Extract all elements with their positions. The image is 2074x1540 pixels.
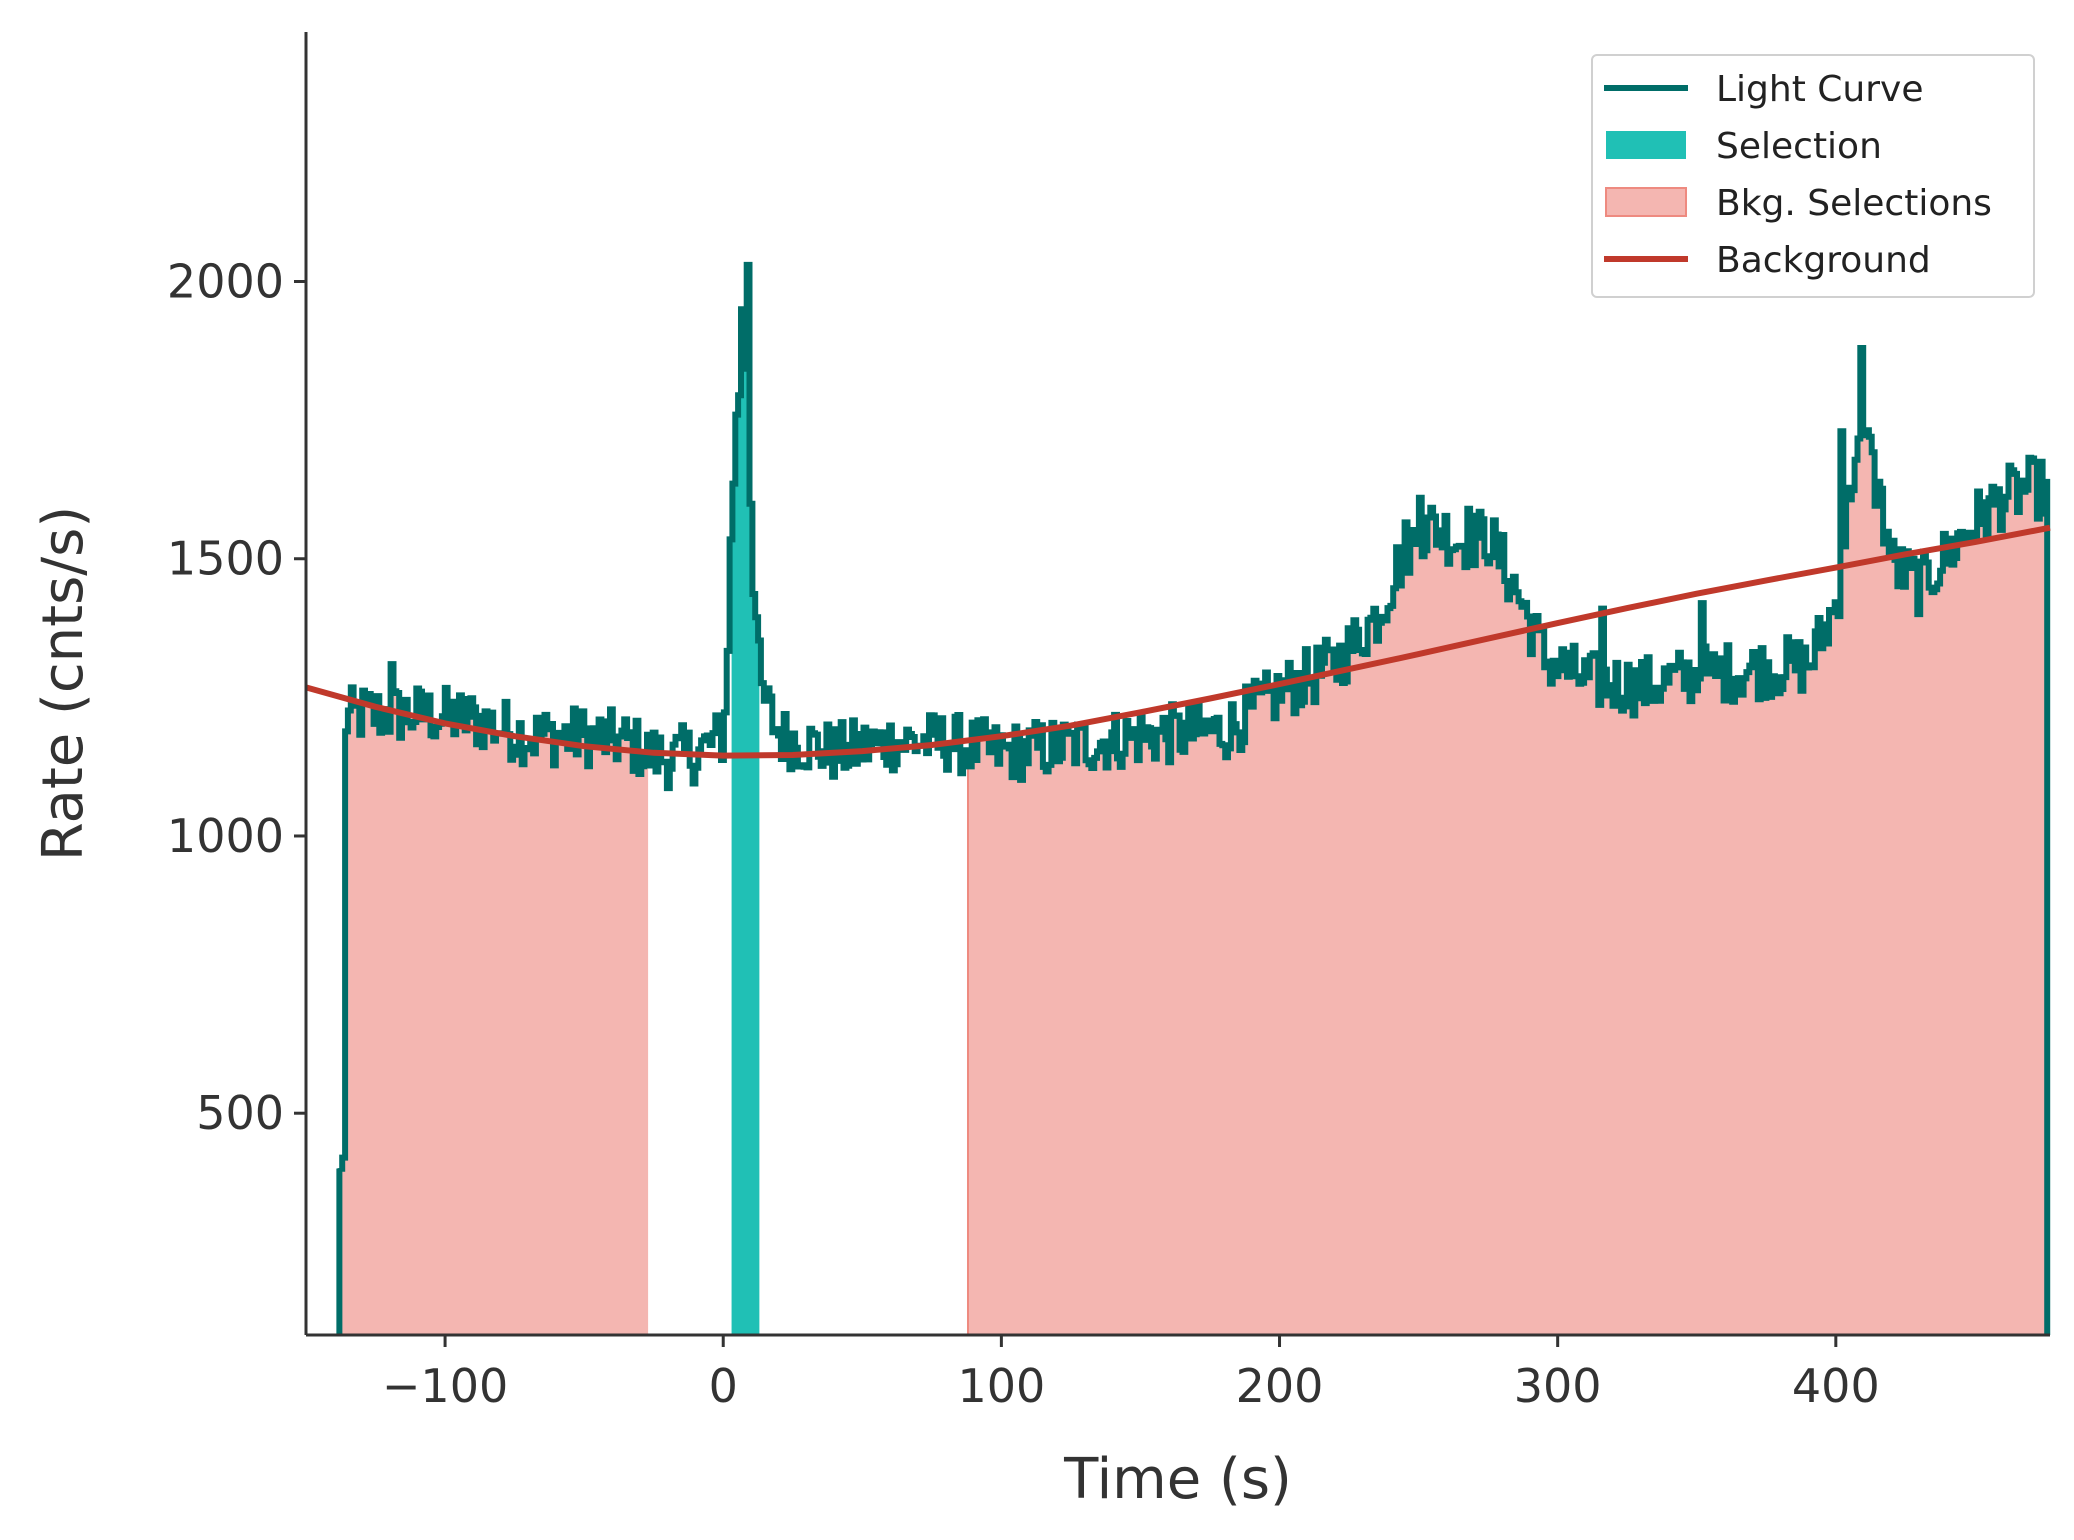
- legend-entry: Background: [1604, 240, 1931, 281]
- legend-swatch: [1606, 131, 1686, 159]
- legend-entry: Bkg. Selections: [1605, 183, 1992, 224]
- x-tick-label: 400: [1792, 1359, 1880, 1413]
- y-tick-label: 1000: [167, 809, 284, 863]
- y-ticks: 500 1000 1500 2000: [167, 255, 306, 1140]
- light-curve-layer: [336, 261, 2051, 1336]
- legend-frame: [1591, 54, 2035, 298]
- x-tick-label: −100: [382, 1359, 508, 1413]
- light-curve-line: [336, 261, 2051, 1336]
- legend-entry: Selection: [1606, 126, 1882, 167]
- selection-fills: [338, 264, 2048, 1335]
- y-tick-label: 2000: [167, 255, 284, 309]
- legend-entry: Light Curve: [1604, 69, 1924, 110]
- background-fit-layer: [305, 524, 2051, 759]
- y-tick-label: 1500: [167, 532, 284, 586]
- bkg-selection-fill-1: [339, 664, 649, 1335]
- x-tick-label: 0: [709, 1359, 738, 1413]
- x-axis-title: Time (s): [1063, 1447, 1292, 1512]
- axes: [304, 32, 2050, 1337]
- legend-label: Background: [1716, 240, 1931, 281]
- background-fit-line: [305, 524, 2051, 759]
- x-ticks: −100 0 100 200 300 400: [382, 1335, 1880, 1413]
- x-tick-label: 100: [957, 1359, 1045, 1413]
- y-axis-title: Rate (cnts/s): [31, 506, 96, 861]
- legend-label: Light Curve: [1716, 69, 1924, 110]
- legend-label: Selection: [1716, 126, 1882, 167]
- legend: Light Curve Selection Bkg. Selections Backg…: [1591, 54, 2035, 298]
- x-tick-label: 300: [1514, 1359, 1602, 1413]
- bkg-selection-fill-2: [968, 348, 2048, 1335]
- selection-fill: [731, 264, 760, 1335]
- y-tick-label: 500: [196, 1086, 284, 1140]
- legend-label: Bkg. Selections: [1716, 183, 1992, 224]
- x-tick-label: 200: [1236, 1359, 1324, 1413]
- legend-swatch: [1605, 187, 1687, 217]
